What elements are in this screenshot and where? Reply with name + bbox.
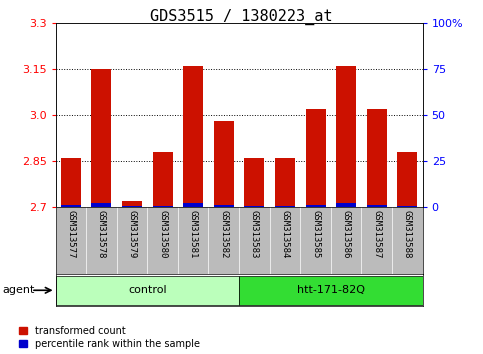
Text: GSM313580: GSM313580	[158, 210, 167, 259]
Bar	[183, 66, 203, 207]
Legend: transformed count, percentile rank within the sample: transformed count, percentile rank withi…	[19, 326, 200, 349]
Text: GSM313582: GSM313582	[219, 210, 228, 259]
Bar	[244, 158, 264, 207]
Text: GSM313586: GSM313586	[341, 210, 351, 259]
Bar	[367, 205, 387, 207]
Bar	[122, 201, 142, 207]
Text: control: control	[128, 285, 167, 295]
Bar	[61, 205, 81, 207]
Bar	[306, 109, 326, 207]
Bar	[239, 276, 423, 304]
Text: GSM313578: GSM313578	[97, 210, 106, 259]
Bar	[122, 206, 142, 207]
Text: GSM313588: GSM313588	[403, 210, 412, 259]
Bar	[336, 66, 356, 207]
Bar	[56, 276, 239, 304]
Bar	[153, 206, 172, 207]
Text: agent: agent	[2, 285, 35, 295]
Bar	[153, 152, 172, 207]
Text: htt-171-82Q: htt-171-82Q	[297, 285, 365, 295]
Bar	[91, 203, 112, 207]
Bar	[367, 109, 387, 207]
Bar	[398, 152, 417, 207]
Bar	[214, 121, 234, 207]
Bar	[61, 158, 81, 207]
Bar	[336, 203, 356, 207]
Bar	[214, 205, 234, 207]
Bar	[244, 206, 264, 207]
Text: GSM313585: GSM313585	[311, 210, 320, 259]
Bar	[398, 206, 417, 207]
Text: GSM313584: GSM313584	[281, 210, 289, 259]
Bar	[183, 203, 203, 207]
Text: GSM313581: GSM313581	[189, 210, 198, 259]
Text: GSM313577: GSM313577	[66, 210, 75, 259]
Text: GSM313587: GSM313587	[372, 210, 381, 259]
Bar	[91, 69, 112, 207]
Text: GDS3515 / 1380223_at: GDS3515 / 1380223_at	[150, 9, 333, 25]
Bar	[275, 206, 295, 207]
Bar	[275, 158, 295, 207]
Text: GSM313579: GSM313579	[128, 210, 137, 259]
Bar	[306, 205, 326, 207]
Text: GSM313583: GSM313583	[250, 210, 259, 259]
